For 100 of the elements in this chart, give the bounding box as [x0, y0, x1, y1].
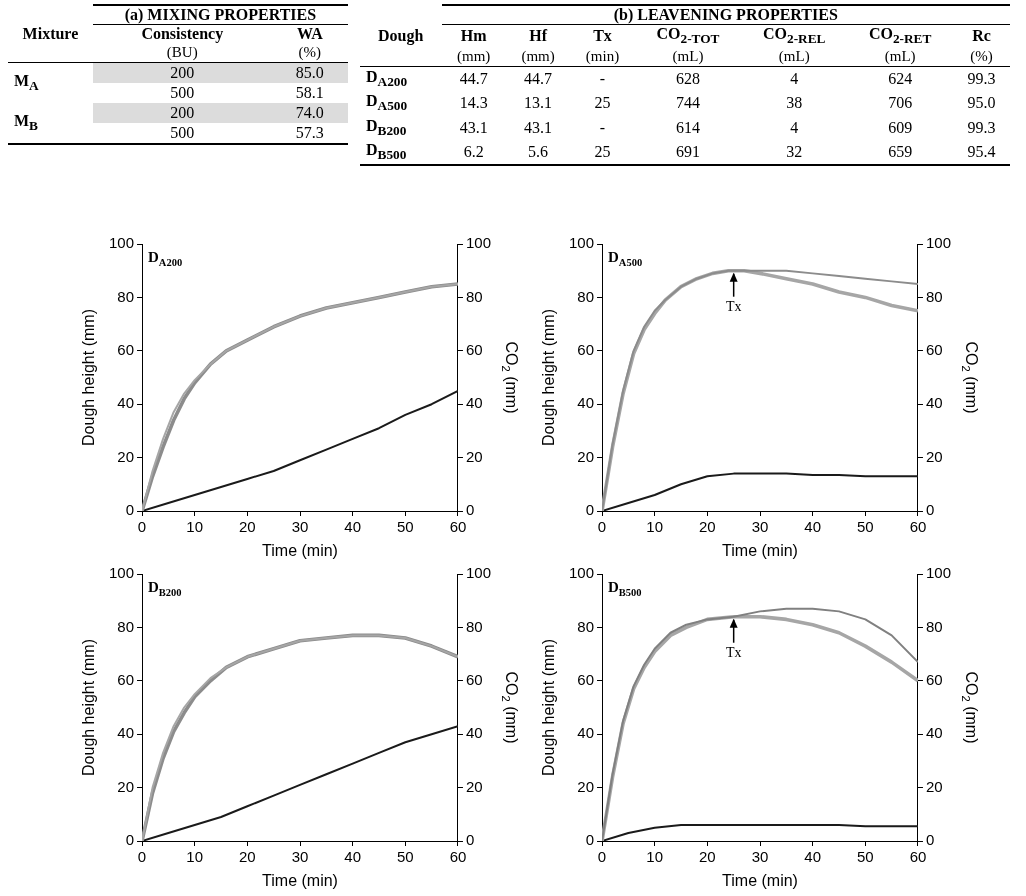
category-label: CO$_{2-RET}$ (mL)	[868, 25, 932, 65]
category-label: D$_{B500}$	[366, 140, 407, 162]
y2-tick-label: 100	[465, 564, 491, 582]
x-tick-label: 0	[597, 848, 607, 866]
y-tick-label: 20	[577, 777, 595, 795]
category-label: CO$_{2-TOT}$ (mL)	[656, 25, 720, 65]
x-tick-label: 30	[291, 518, 309, 536]
text: 706	[888, 94, 913, 112]
x-tick-label: 50	[396, 848, 414, 866]
y-axis-title: Dough height (mm)	[540, 639, 557, 776]
y2-tick-label: 20	[465, 777, 483, 795]
x-tick-label: 60	[449, 518, 467, 536]
y-tick-label: 60	[117, 670, 135, 688]
text: 57.3	[295, 124, 324, 141]
category-label: M$_{A}$	[14, 71, 39, 94]
text: 44.7	[524, 70, 553, 88]
text: 74.0	[295, 104, 324, 121]
y-tick-label: 0	[585, 501, 595, 519]
category-label: Consistency (BU)	[141, 25, 224, 60]
x-axis-title: Time (min)	[722, 542, 798, 559]
category-label: D$_{A500}$	[366, 92, 408, 114]
y2-axis-title: CO2 (mm)	[500, 341, 520, 414]
y2-tick-label: 40	[925, 394, 943, 412]
category-label: D$_{A200}$	[366, 68, 408, 90]
y2-tick-label: 60	[925, 670, 943, 688]
text: 25	[594, 142, 611, 160]
y-tick-label: 40	[577, 724, 595, 742]
text: 99.3	[967, 70, 996, 88]
text: 95.4	[967, 142, 996, 160]
category-label: Hm (mm)	[457, 27, 491, 65]
text: 44.7	[459, 70, 488, 88]
y-tick-label: 80	[577, 617, 595, 635]
y2-tick-label: 0	[465, 501, 475, 519]
x-tick-label: 40	[344, 848, 361, 866]
text: 200	[170, 104, 195, 121]
category-label: Tx (min)	[585, 27, 620, 65]
y-tick-label: 100	[109, 234, 135, 252]
text: 38	[786, 94, 803, 112]
category-label: WA (%)	[296, 25, 323, 60]
text: Dough	[377, 25, 425, 47]
y2-tick-label: 80	[465, 617, 483, 635]
text: 500	[170, 84, 195, 101]
y-tick-label: 40	[117, 724, 135, 742]
x-tick-label: 40	[804, 848, 821, 866]
text: (a) MIXING PROPERTIES	[92, 5, 348, 25]
y2-tick-label: 0	[925, 831, 935, 849]
text: 744	[676, 94, 701, 112]
y2-tick-label: 100	[925, 234, 951, 252]
text: 14.3	[459, 94, 488, 112]
y-tick-label: 80	[577, 287, 595, 305]
x-tick-label: 0	[137, 848, 147, 866]
x-tick-label: 10	[646, 518, 664, 536]
text: 624	[888, 70, 913, 88]
y-tick-label: 80	[117, 617, 135, 635]
y-tick-label: 60	[117, 340, 135, 358]
y2-axis-title: CO2 (mm)	[500, 671, 520, 744]
y-tick-label: 100	[569, 564, 595, 582]
text: 4	[790, 118, 799, 136]
x-tick-label: 0	[597, 518, 607, 536]
text: 628	[676, 70, 701, 88]
x-tick-label: 60	[909, 848, 927, 866]
annotation: Tx	[725, 644, 742, 660]
category-label: M$_{B}$	[14, 111, 38, 134]
y2-tick-label: 60	[465, 340, 483, 358]
y-tick-label: 20	[577, 447, 595, 465]
text: 58.1	[295, 84, 324, 101]
text: 4	[790, 70, 799, 88]
x-tick-label: 10	[186, 848, 204, 866]
text: 85.0	[295, 64, 324, 81]
y2-tick-label: 80	[925, 287, 943, 305]
text: -	[599, 118, 606, 136]
x-tick-label: 60	[449, 848, 467, 866]
y-tick-label: 100	[569, 234, 595, 252]
x-axis-title: Time (min)	[262, 542, 338, 559]
y2-tick-label: 80	[925, 617, 943, 635]
category-label: CO$_{2-REL}$ (mL)	[763, 25, 826, 65]
x-tick-label: 20	[239, 518, 256, 536]
y-axis-title: Dough height (mm)	[80, 309, 97, 446]
x-tick-label: 60	[909, 518, 927, 536]
text: 13.1	[524, 94, 553, 112]
x-tick-label: 30	[751, 848, 769, 866]
text: 659	[888, 142, 913, 160]
x-tick-label: 20	[699, 848, 716, 866]
text: 500	[170, 124, 195, 141]
y-tick-label: 20	[117, 777, 135, 795]
y2-axis-title: CO2 (mm)	[960, 671, 980, 744]
x-axis-title: Time (min)	[262, 872, 338, 889]
text: 32	[786, 142, 803, 160]
text: 99.3	[967, 118, 996, 136]
x-tick-label: 20	[239, 848, 256, 866]
y-tick-label: 80	[117, 287, 135, 305]
x-tick-label: 30	[291, 848, 309, 866]
y2-tick-label: 40	[465, 394, 483, 412]
y2-tick-label: 100	[465, 234, 491, 252]
y2-tick-label: 100	[925, 564, 951, 582]
x-tick-label: 50	[856, 518, 874, 536]
text: 25	[594, 94, 611, 112]
y-axis-title: Dough height (mm)	[540, 309, 557, 446]
y2-tick-label: 40	[925, 724, 943, 742]
text: -	[599, 70, 606, 88]
